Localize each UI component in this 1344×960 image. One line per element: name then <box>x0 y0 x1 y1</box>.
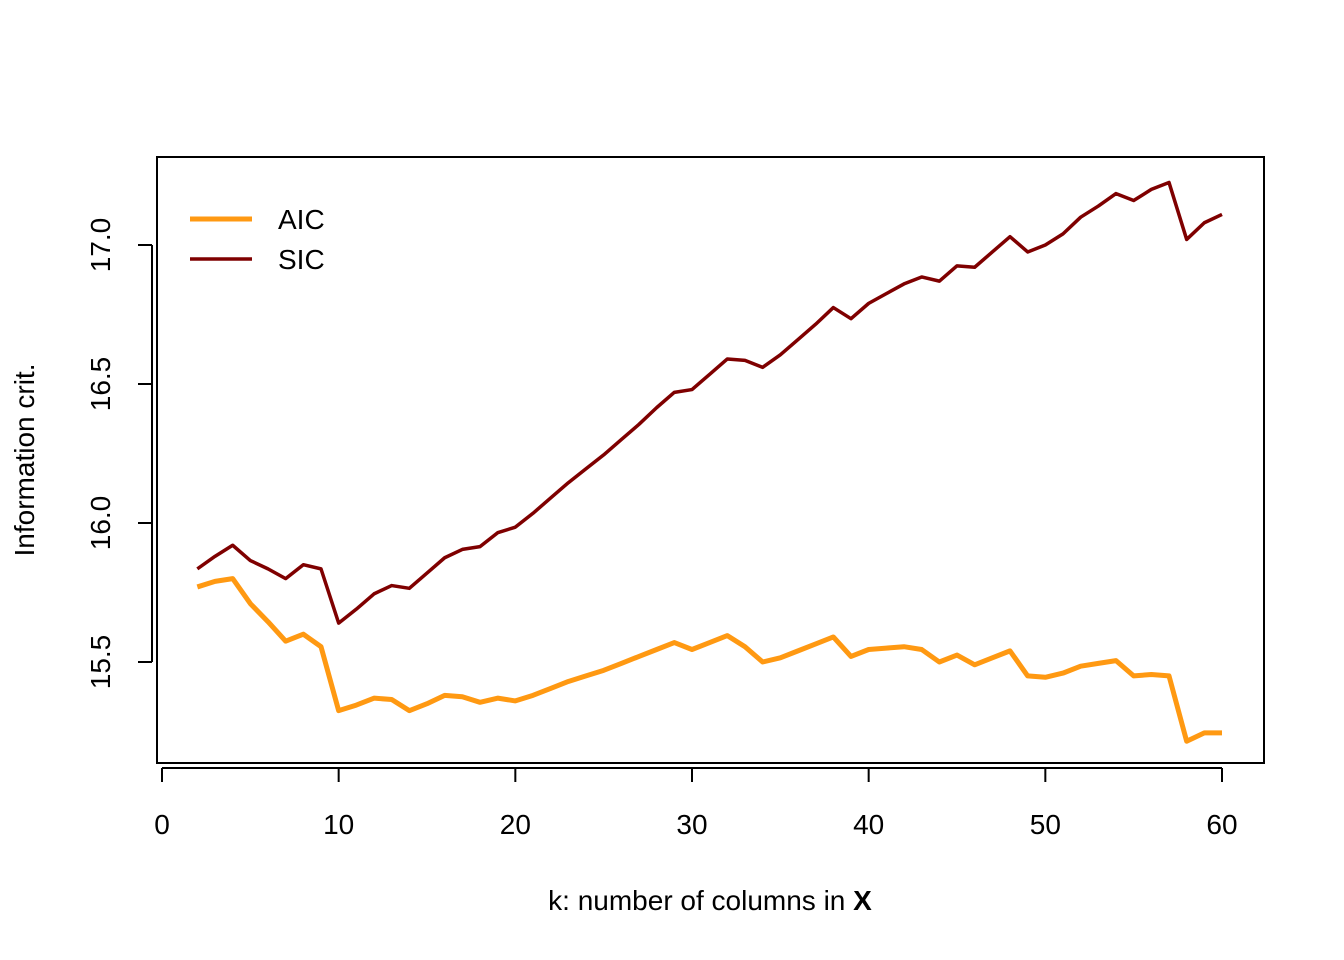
y-tick-label: 16.0 <box>85 496 116 551</box>
x-tick-label: 0 <box>154 809 170 840</box>
y-axis: 15.5 16.0 16.5 17.0 <box>85 218 153 690</box>
legend: AIC SIC <box>190 204 325 275</box>
x-tick-label: 50 <box>1030 809 1061 840</box>
x-tick-label: 10 <box>323 809 354 840</box>
plot-frame <box>156 156 1265 764</box>
x-axis-title: k: number of columns in X <box>548 885 872 916</box>
y-tick-label: 15.5 <box>85 635 116 690</box>
series-line-aic <box>196 576 1222 744</box>
series-layer <box>196 180 1223 744</box>
series-line-sic <box>196 180 1223 625</box>
x-tick-label: 60 <box>1206 809 1237 840</box>
x-tick-label: 20 <box>500 809 531 840</box>
y-tick-label: 16.5 <box>85 357 116 412</box>
x-tick-label: 30 <box>676 809 707 840</box>
y-axis-title: Information crit. <box>9 364 40 557</box>
x-axis-title-text: k: number of columns in <box>548 885 853 916</box>
x-axis: 0 10 20 30 40 50 60 <box>154 767 1238 840</box>
y-tick-label: 17.0 <box>85 218 116 273</box>
x-axis-title-bold: X <box>853 885 872 916</box>
x-tick-label: 40 <box>853 809 884 840</box>
legend-label-sic: SIC <box>278 244 325 275</box>
legend-label-aic: AIC <box>278 204 325 235</box>
